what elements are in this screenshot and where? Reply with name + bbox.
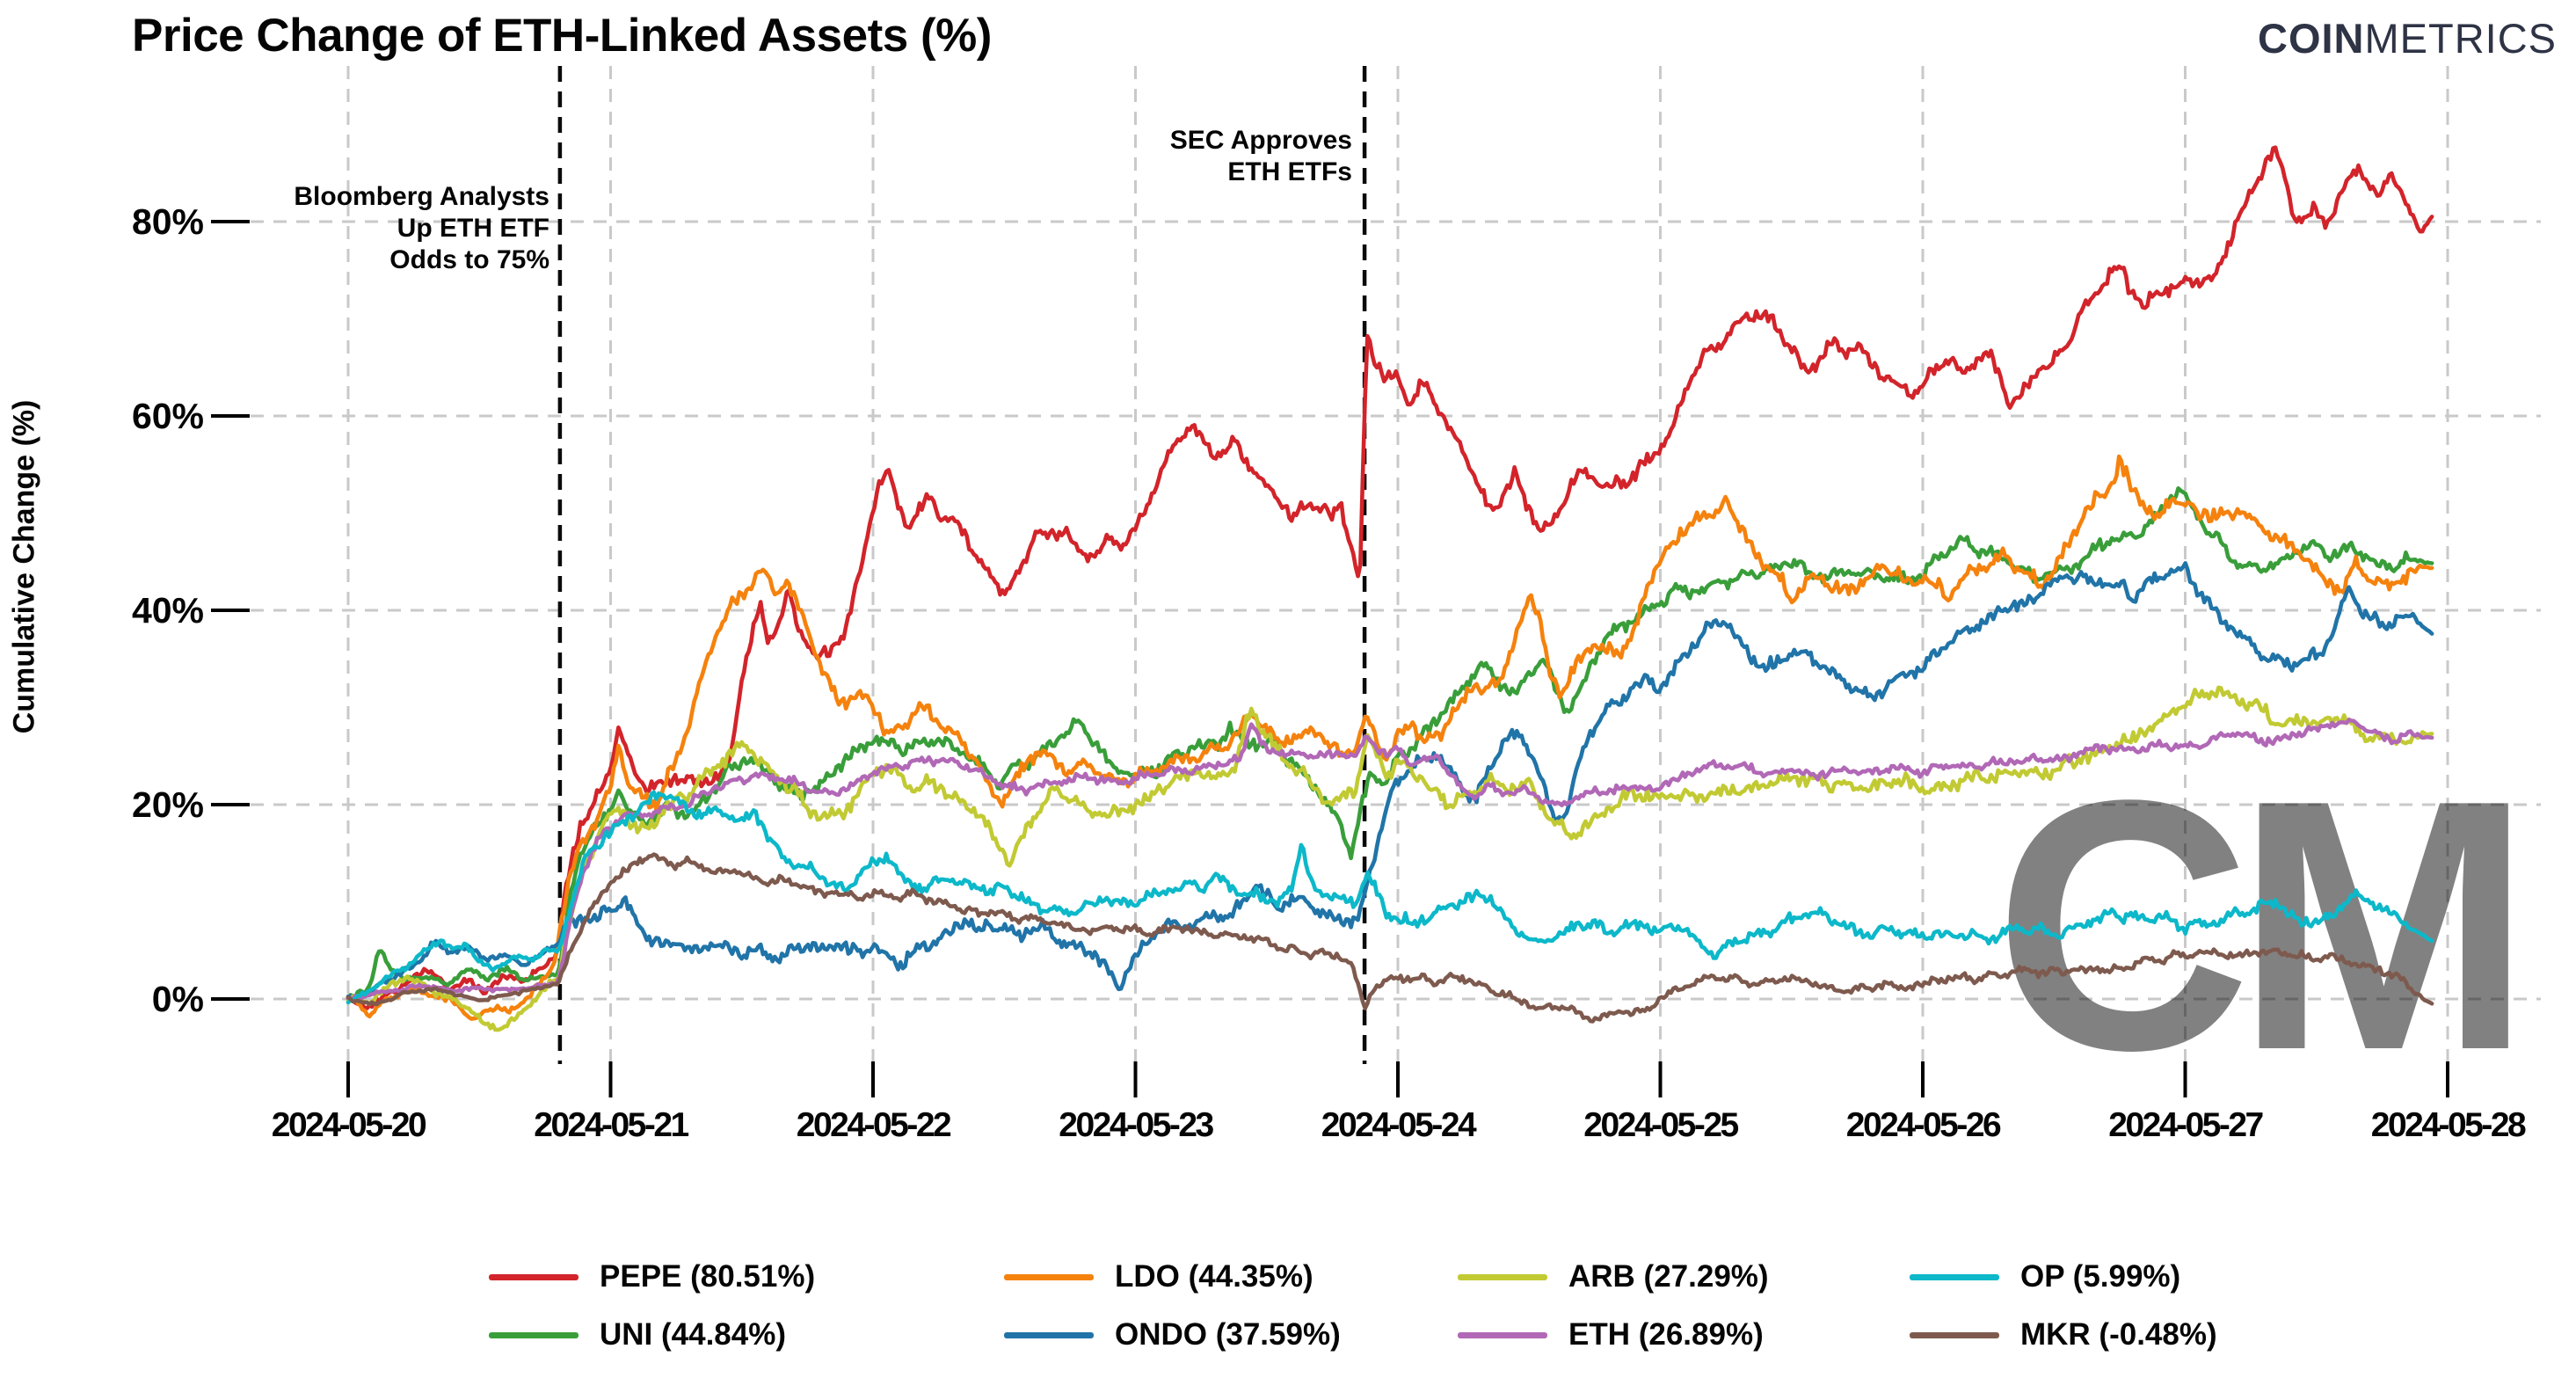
legend-swatch-uni bbox=[489, 1331, 579, 1338]
x-tick-label: 2024-05-22 bbox=[797, 1106, 951, 1144]
chart-title: Price Change of ETH-Linked Assets (%) bbox=[132, 10, 992, 62]
x-tick-label: 2024-05-28 bbox=[2371, 1106, 2526, 1144]
x-tick-label: 2024-05-20 bbox=[272, 1106, 426, 1144]
annotation-bloomberg-eth-etf-odds: Bloomberg Analysts Up ETH ETF Odds to 75… bbox=[294, 181, 549, 276]
legend-label-uni: UNI (44.84%) bbox=[600, 1317, 787, 1352]
legend-swatch-ldo bbox=[1004, 1273, 1094, 1280]
legend-label-mkr: MKR (-0.48%) bbox=[2020, 1317, 2217, 1352]
series-line-ondo bbox=[346, 561, 2434, 1001]
legend-item-eth: ETH (26.89%) bbox=[1458, 1317, 1764, 1352]
x-tick-label: 2024-05-26 bbox=[1846, 1106, 2001, 1144]
annotation-line: ETH ETFs bbox=[1227, 157, 1352, 186]
annotation-line: SEC Approves bbox=[1169, 126, 1352, 155]
legend-item-pepe: PEPE (80.51%) bbox=[489, 1259, 815, 1294]
x-tick-label: 2024-05-24 bbox=[1321, 1106, 1477, 1144]
y-tick-label: 60% bbox=[132, 396, 204, 436]
legend-swatch-op bbox=[1910, 1273, 1999, 1280]
legend-label-pepe: PEPE (80.51%) bbox=[600, 1259, 816, 1294]
series-line-op bbox=[346, 790, 2434, 1005]
x-tick-label: 2024-05-27 bbox=[2108, 1106, 2262, 1144]
legend-swatch-arb bbox=[1458, 1273, 1547, 1280]
legend-item-mkr: MKR (-0.48%) bbox=[1910, 1317, 2217, 1352]
legend-swatch-eth bbox=[1458, 1331, 1547, 1338]
legend-item-ondo: ONDO (37.59%) bbox=[1004, 1317, 1341, 1352]
legend-item-op: OP (5.99%) bbox=[1910, 1259, 2180, 1294]
annotation-line: Bloomberg Analysts bbox=[294, 182, 549, 211]
legend-swatch-mkr bbox=[1910, 1331, 1999, 1338]
legend-item-uni: UNI (44.84%) bbox=[489, 1317, 786, 1352]
watermark-cm: CM bbox=[1994, 725, 2516, 1124]
y-tick-label: 20% bbox=[132, 784, 204, 825]
legend-label-arb: ARB (27.29%) bbox=[1568, 1259, 1769, 1294]
series-line-mkr bbox=[346, 852, 2434, 1024]
logo-coin-text: COIN bbox=[2258, 15, 2365, 62]
y-tick-label: 80% bbox=[132, 201, 204, 242]
coinmetrics-logo: COINMETRICS bbox=[2258, 14, 2557, 62]
annotation-sec-approves-eth-etfs: SEC Approves ETH ETFs bbox=[1170, 125, 1352, 188]
logo-metrics-text: METRICS bbox=[2364, 15, 2557, 62]
legend-swatch-ondo bbox=[1004, 1331, 1094, 1338]
y-tick-label: 0% bbox=[152, 979, 204, 1019]
legend-label-ldo: LDO (44.35%) bbox=[1115, 1259, 1313, 1294]
series-line-eth bbox=[346, 718, 2434, 1002]
annotation-line: Odds to 75% bbox=[389, 245, 549, 274]
x-tick-label: 2024-05-25 bbox=[1583, 1106, 1738, 1144]
legend-label-eth: ETH (26.89%) bbox=[1568, 1317, 1764, 1352]
series-line-pepe bbox=[346, 145, 2434, 1010]
legend-label-ondo: ONDO (37.59%) bbox=[1115, 1317, 1341, 1352]
legend-swatch-pepe bbox=[489, 1273, 579, 1280]
legend-item-arb: ARB (27.29%) bbox=[1458, 1259, 1769, 1294]
y-tick-label: 40% bbox=[132, 590, 204, 631]
annotation-line: Up ETH ETF bbox=[397, 214, 549, 243]
legend-label-op: OP (5.99%) bbox=[2020, 1259, 2181, 1294]
legend-item-ldo: LDO (44.35%) bbox=[1004, 1259, 1313, 1294]
x-tick-label: 2024-05-21 bbox=[534, 1106, 688, 1144]
x-tick-label: 2024-05-23 bbox=[1059, 1106, 1213, 1144]
